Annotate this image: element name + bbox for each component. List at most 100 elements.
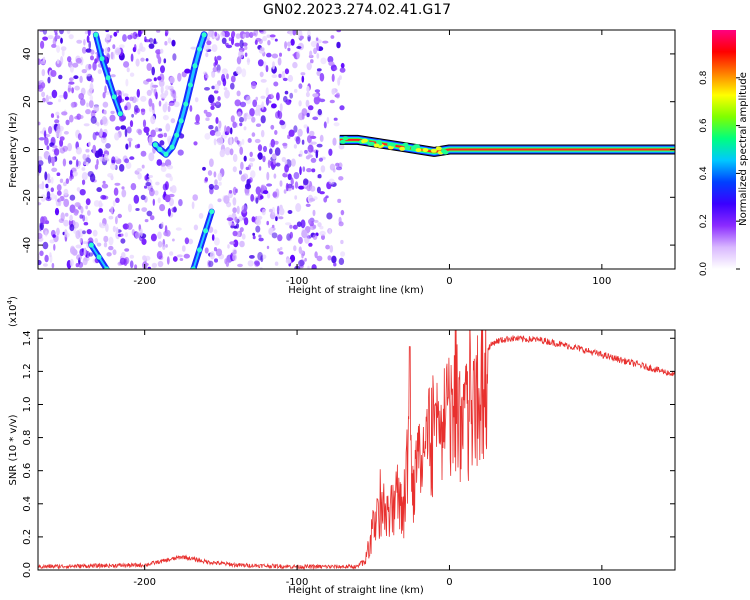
noise-blob [205,111,212,118]
noise-blob [271,74,278,78]
noise-blob [115,216,118,225]
noise-blob [273,173,277,179]
noise-blob [316,53,320,59]
noise-blob [296,221,302,227]
noise-blob [303,124,308,129]
noise-blob [172,256,178,262]
noise-blob [72,221,79,229]
snr-y-tick-label: 0.0 [22,562,33,578]
noise-blob [55,35,61,39]
noise-blob [241,204,248,214]
noise-blob [232,186,237,196]
noise-blob [45,94,49,104]
noise-blob [167,37,172,44]
noise-blob [105,143,111,149]
noise-blob [333,67,338,71]
spectrogram-y-tick-label: 0 [22,146,33,152]
noise-blob [298,83,303,89]
noise-blob [129,156,135,160]
noise-blob [52,234,56,238]
noise-blob [332,137,337,146]
noise-blob [56,59,60,64]
noise-blob [232,153,238,163]
noise-blob [164,41,168,46]
snr-y-tick-label: 1.4 [22,330,33,346]
signal-blob [430,148,437,153]
noise-blob [271,206,276,216]
noise-blob [104,47,110,55]
noise-blob [85,148,90,153]
noise-blob [223,195,230,204]
noise-blob [265,65,269,73]
noise-blob [218,120,222,129]
noise-blob [47,178,52,184]
noise-blob [181,245,186,252]
noise-blob [249,108,255,117]
noise-blob [298,185,305,190]
ridge-point [169,144,175,150]
noise-blob [82,159,87,166]
noise-blob [235,66,242,75]
noise-blob [92,229,98,237]
noise-blob [258,38,263,45]
noise-blob [210,105,215,111]
noise-blob [300,72,306,76]
noise-blob [331,73,335,82]
snr-plot-area [38,330,675,570]
snr-xlabel: Height of straight line (km) [288,585,424,596]
noise-blob [274,261,279,266]
noise-blob [275,162,281,167]
noise-blob [152,198,155,206]
noise-blob [307,265,310,269]
noise-blob [120,238,126,244]
noise-blob [318,157,323,162]
noise-blob [157,76,162,81]
noise-blob [78,261,84,268]
noise-blob [239,227,244,233]
noise-blob [154,190,159,196]
noise-blob [290,38,295,46]
noise-blob [323,121,327,129]
noise-blob [306,62,312,71]
noise-blob [203,109,208,114]
noise-blob [90,49,95,55]
noise-blob [283,189,287,194]
snr-x-tick-label: 0 [446,577,452,588]
noise-blob [302,166,306,172]
ridge-point [209,209,215,215]
noise-blob [62,145,68,152]
noise-blob [259,71,264,78]
noise-blob [254,39,258,45]
noise-blob [126,222,133,230]
noise-blob [52,37,57,47]
noise-blob [260,115,266,124]
noise-blob [150,129,156,138]
noise-blob [115,197,120,203]
noise-blob [239,39,244,49]
noise-blob [44,230,48,237]
noise-blob [314,97,322,101]
noise-blob [54,119,60,124]
noise-blob [100,194,107,200]
noise-blob [205,74,209,79]
noise-blob [66,30,71,35]
noise-blob [209,129,216,136]
noise-blob [159,140,165,146]
noise-blob [85,216,88,224]
noise-blob [63,188,69,196]
noise-blob [213,171,217,178]
noise-blob [299,35,304,40]
noise-blob [291,185,295,190]
ridge-point [99,56,105,62]
noise-blob [202,166,206,171]
noise-blob [63,198,70,208]
noise-blob [148,43,155,49]
noise-blob [157,197,161,204]
noise-blob [148,136,153,144]
noise-blob [239,122,243,127]
noise-blob [204,177,208,182]
noise-blob [87,89,93,96]
noise-blob [298,259,305,267]
noise-blob [89,173,96,183]
noise-blob [223,87,228,91]
